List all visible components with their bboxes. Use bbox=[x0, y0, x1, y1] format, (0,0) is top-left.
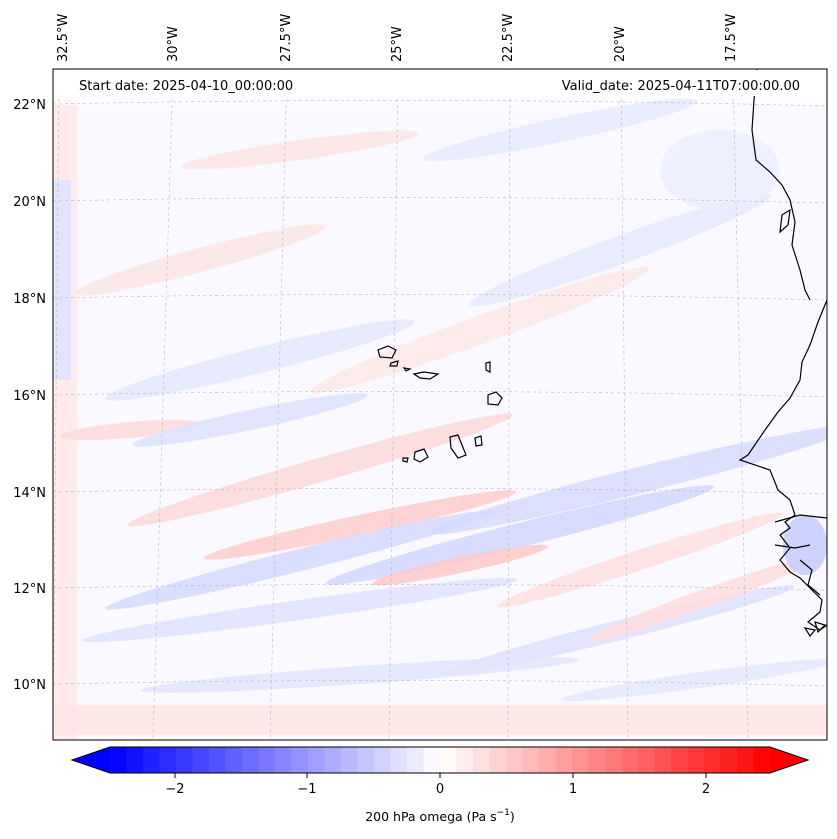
colorbar-cell bbox=[407, 747, 424, 773]
guinea-bissau-coast bbox=[799, 559, 821, 596]
santiago bbox=[449, 434, 467, 459]
colorbar-cell bbox=[176, 747, 193, 773]
colorbar-cell bbox=[242, 747, 259, 773]
colorbar-cell bbox=[341, 747, 358, 773]
omega-field bbox=[53, 69, 827, 740]
colorbar-cell bbox=[473, 747, 490, 773]
colorbar-cell bbox=[440, 747, 457, 773]
colorbar-cell bbox=[357, 747, 375, 773]
colorbar-cell bbox=[110, 747, 127, 773]
bijagos-islands bbox=[803, 621, 827, 638]
colorbar-cell bbox=[192, 747, 210, 773]
colorbar-cell bbox=[506, 747, 523, 773]
colorbar-cell bbox=[209, 747, 226, 773]
colorbar-cell bbox=[572, 747, 589, 773]
santo-antao bbox=[377, 345, 397, 359]
sal bbox=[485, 361, 491, 373]
maio bbox=[474, 435, 483, 447]
colorbar-cell bbox=[522, 747, 540, 773]
coastline bbox=[377, 69, 827, 638]
colorbar-label-exp: −1 bbox=[497, 808, 510, 818]
colorbar-cell bbox=[671, 747, 688, 773]
island-bay bbox=[779, 208, 791, 234]
cb-tick-label-0: 0 bbox=[436, 782, 444, 797]
colorbar-cell bbox=[324, 747, 342, 773]
colorbar-cell bbox=[605, 747, 622, 773]
lon-label-20w: 20°W bbox=[613, 26, 628, 62]
lon-label-30w: 30°W bbox=[166, 26, 181, 62]
lon-label-22-5w: 22.5°W bbox=[501, 14, 516, 62]
africa-coast-north bbox=[751, 69, 811, 301]
colorbar-cell bbox=[737, 747, 754, 773]
colorbar-cell bbox=[753, 747, 771, 773]
graticule bbox=[53, 69, 827, 740]
fogo bbox=[413, 448, 429, 463]
colorbar-cell bbox=[539, 747, 556, 773]
lat-label-20n: 20°N bbox=[13, 195, 46, 210]
senegal-inlet bbox=[774, 514, 827, 523]
lon-label-27-5w: 27.5°W bbox=[279, 14, 294, 62]
cb-tick-label-1: 1 bbox=[569, 782, 577, 797]
colorbar-cell bbox=[621, 747, 639, 773]
lon-label-32-5w: 32.5°W bbox=[56, 14, 71, 62]
colorbar-cell bbox=[258, 747, 276, 773]
colorbar-cell bbox=[308, 747, 325, 773]
longitude-labels: 32.5°W 30°W 27.5°W 25°W 22.5°W 20°W 17.5… bbox=[56, 14, 739, 62]
lat-label-14n: 14°N bbox=[13, 486, 46, 501]
colorbar-cell bbox=[555, 747, 573, 773]
boa-vista bbox=[487, 391, 503, 406]
colorbar-label-close: ) bbox=[510, 809, 515, 824]
map-panel: Start date: 2025-04-10_00:00:00 Valid_da… bbox=[52, 68, 828, 741]
cb-tick-label-neg1: −1 bbox=[297, 782, 316, 797]
santa-luzia bbox=[402, 367, 412, 372]
lat-label-10n: 10°N bbox=[13, 678, 46, 693]
colorbar-cell bbox=[423, 747, 441, 773]
colorbar-extend-low bbox=[72, 747, 110, 773]
cb-tick-label-2: 2 bbox=[702, 782, 710, 797]
colorbar-cell bbox=[143, 747, 160, 773]
colorbar-cell bbox=[489, 747, 507, 773]
colorbar-cell bbox=[687, 747, 705, 773]
gambia-inlet bbox=[774, 544, 811, 549]
colorbar-outline bbox=[70, 746, 810, 774]
colorbar-label: 200 hPa omega (Pa s−1) bbox=[365, 808, 515, 824]
cb-tick-label-neg2: −2 bbox=[165, 782, 184, 797]
colorbar-cell bbox=[704, 747, 721, 773]
latitude-labels: 22°N 20°N 18°N 16°N 14°N 12°N 10°N bbox=[13, 98, 46, 693]
colorbar-cell bbox=[720, 747, 738, 773]
colorbar-cell bbox=[291, 747, 309, 773]
colorbar-cell bbox=[275, 747, 292, 773]
header-band bbox=[53, 70, 827, 96]
lat-label-12n: 12°N bbox=[13, 582, 46, 597]
colorbar: −2 −1 0 1 2 200 hPa omega (Pa s−1) bbox=[70, 746, 810, 824]
colorbar-cell bbox=[374, 747, 391, 773]
colorbar-cell bbox=[126, 747, 144, 773]
colorbar-label-main: 200 hPa omega (Pa s bbox=[365, 809, 496, 824]
valid-date-label: Valid_date: 2025-04-11T07:00:00.00 bbox=[562, 79, 800, 94]
colorbar-cell bbox=[456, 747, 474, 773]
africa-coast bbox=[738, 299, 827, 631]
lon-label-25w: 25°W bbox=[390, 26, 405, 62]
lon-label-17-5w: 17.5°W bbox=[724, 14, 739, 62]
colorbar-cell bbox=[159, 747, 177, 773]
colorbar-cell bbox=[225, 747, 243, 773]
lat-label-18n: 18°N bbox=[13, 292, 46, 307]
map-frame bbox=[52, 68, 828, 741]
colorbar-extend-high bbox=[770, 747, 808, 773]
brava bbox=[402, 457, 409, 463]
start-date-label: Start date: 2025-04-10_00:00:00 bbox=[79, 79, 293, 94]
sao-nicolau bbox=[412, 371, 440, 380]
lat-label-22n: 22°N bbox=[13, 98, 46, 113]
colorbar-cell bbox=[654, 747, 672, 773]
colorbar-cell bbox=[390, 747, 408, 773]
colorbar-ticks: −2 −1 0 1 2 bbox=[165, 773, 710, 797]
lat-label-16n: 16°N bbox=[13, 389, 46, 404]
sao-vicente bbox=[389, 360, 399, 367]
colorbar-cells bbox=[110, 747, 771, 773]
colorbar-cell bbox=[588, 747, 606, 773]
colorbar-cell bbox=[638, 747, 655, 773]
